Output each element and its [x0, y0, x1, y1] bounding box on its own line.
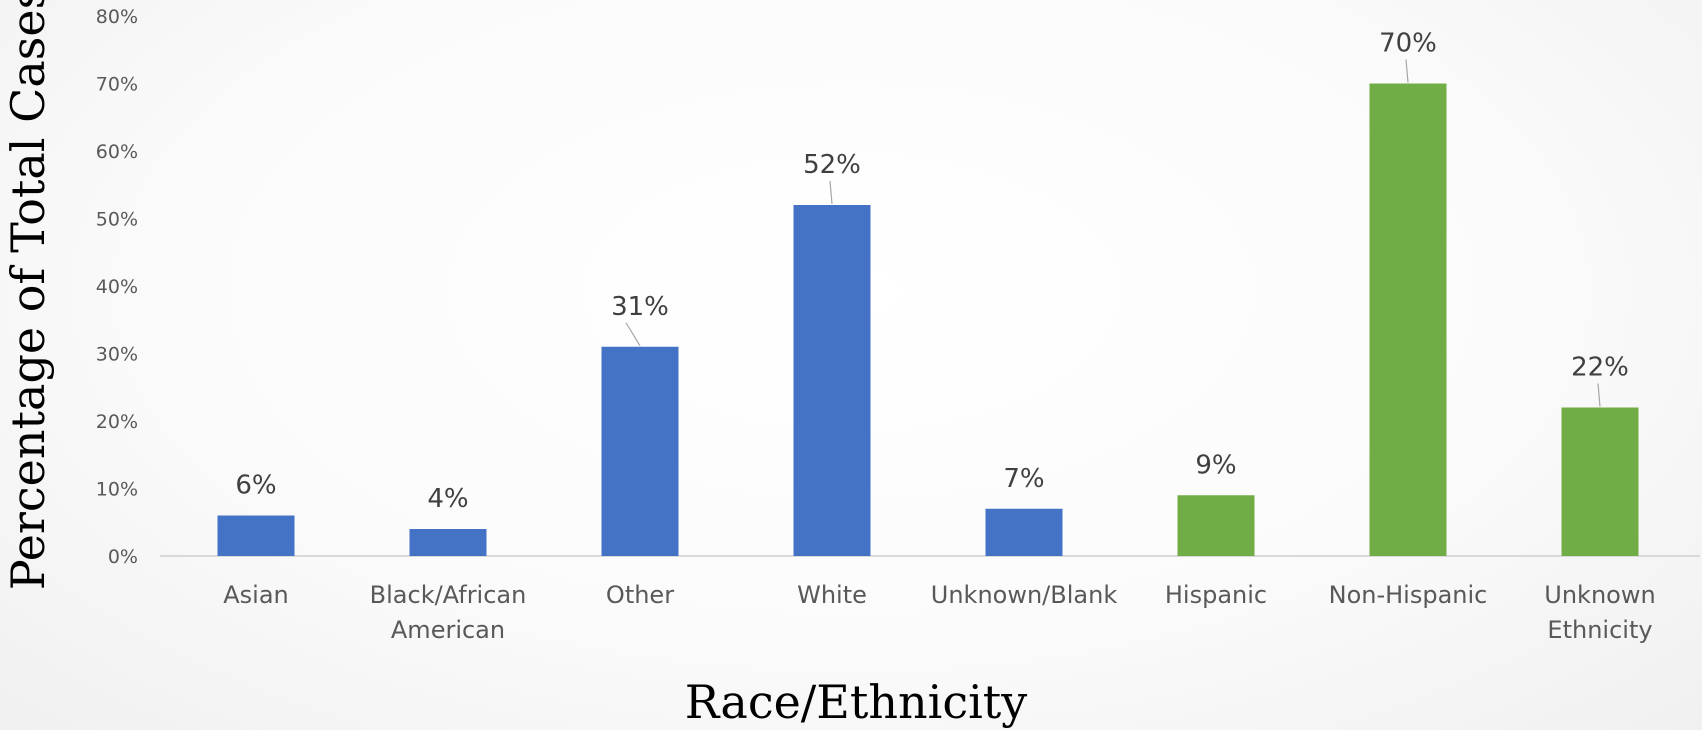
y-axis-title: Percentage of Total Cases: [1, 0, 55, 590]
bar: [793, 205, 871, 556]
category-label: Asian: [223, 581, 289, 609]
bar: [1369, 83, 1447, 556]
data-label-leader-line: [829, 180, 833, 205]
data-label: 70%: [1379, 29, 1437, 59]
y-tick-label: 0%: [108, 546, 138, 568]
bar: [601, 346, 679, 556]
data-label-leader-line: [1597, 383, 1601, 407]
data-label-leader-line: [625, 322, 641, 347]
y-tick-label: 70%: [96, 74, 138, 96]
bar: [1561, 407, 1639, 556]
category-label: Hispanic: [1165, 581, 1267, 609]
category-label: White: [797, 581, 867, 609]
bar: [1177, 495, 1255, 556]
bar: [985, 508, 1063, 556]
y-tick-label: 40%: [96, 276, 138, 298]
data-label: 7%: [1003, 464, 1044, 494]
category-labels: Asian Black/African American Other White Unkn…: [223, 581, 1655, 644]
y-tick-label: 60%: [96, 141, 138, 163]
category-label: American: [391, 616, 505, 644]
category-label: Non-Hispanic: [1329, 581, 1488, 609]
data-label: 6%: [235, 471, 276, 501]
x-axis-title: Race/Ethnicity: [685, 675, 1028, 729]
data-label: 22%: [1571, 353, 1629, 383]
data-label: 9%: [1195, 450, 1236, 480]
category-label: Unknown/Blank: [931, 581, 1118, 609]
y-tick-label: 30%: [96, 344, 138, 366]
y-tick-label: 20%: [96, 411, 138, 433]
y-axis-ticks: 0% 10% 20% 30% 40% 50% 60% 70% 80%: [96, 6, 138, 568]
category-label: Ethnicity: [1547, 616, 1652, 644]
category-label: Other: [606, 581, 674, 609]
y-tick-label: 10%: [96, 479, 138, 501]
bar: [409, 529, 487, 556]
data-label: 31%: [611, 292, 669, 322]
bar: [217, 515, 295, 556]
data-labels: 6% 4% 31% 52% 7% 9% 70% 22%: [235, 29, 1629, 515]
category-label: Unknown: [1544, 581, 1655, 609]
y-tick-label: 80%: [96, 6, 138, 28]
y-tick-label: 50%: [96, 209, 138, 231]
data-label: 4%: [427, 484, 468, 514]
data-label-leader-line: [1405, 59, 1409, 83]
bars: [217, 83, 1639, 556]
data-label: 52%: [803, 150, 861, 180]
category-label: Black/African: [370, 581, 527, 609]
